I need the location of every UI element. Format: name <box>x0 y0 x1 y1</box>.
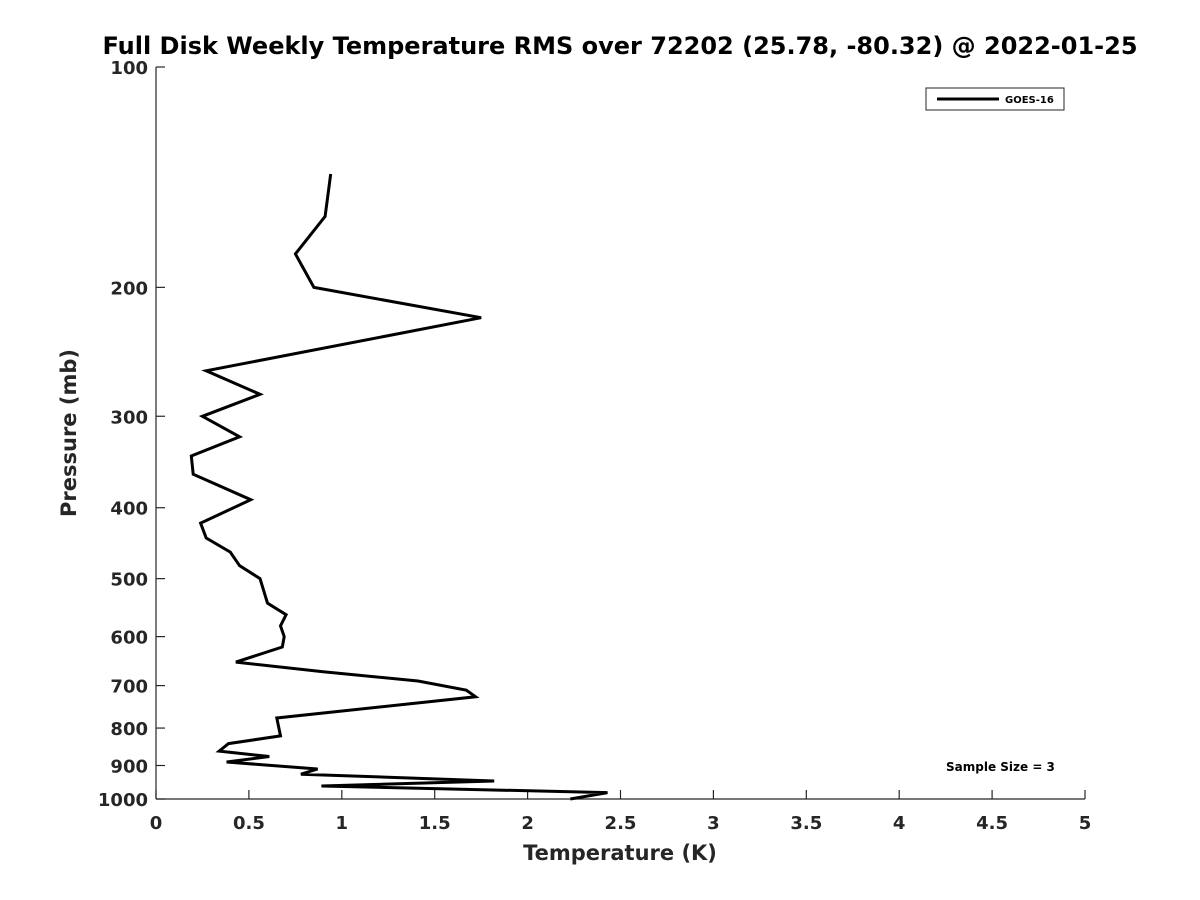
x-tick-label: 4 <box>893 813 906 834</box>
y-tick-label: 400 <box>110 499 148 520</box>
x-tick-label: 3 <box>707 813 720 834</box>
series-line-goes-16 <box>189 173 608 801</box>
sample-size-annotation: Sample Size = 3 <box>946 760 1055 774</box>
plot-area <box>155 67 1085 800</box>
x-axis-ticks: 0 0.5 1 1.5 2 2.5 3 3.5 4 4.5 5 <box>150 790 1092 834</box>
y-tick-label: 900 <box>110 757 148 778</box>
legend: GOES-16 <box>925 87 1065 111</box>
y-tick-label: 600 <box>110 628 148 649</box>
y-tick-label: 300 <box>110 407 148 428</box>
x-tick-label: 0.5 <box>233 813 265 834</box>
x-tick-label: 5 <box>1079 813 1092 834</box>
y-tick-label: 800 <box>110 719 148 740</box>
x-tick-label: 4.5 <box>976 813 1008 834</box>
y-tick-label: 200 <box>110 278 148 299</box>
y-tick-label: 500 <box>110 570 148 591</box>
y-axis-ticks: 100 200 300 400 500 600 700 800 900 1000 <box>98 58 165 811</box>
x-tick-label: 1.5 <box>419 813 451 834</box>
legend-entry: GOES-16 <box>1005 95 1054 106</box>
x-tick-label: 2.5 <box>605 813 637 834</box>
y-tick-label: 1000 <box>98 790 148 811</box>
y-axis-label: Pressure (mb) <box>57 349 81 517</box>
chart-title: Full Disk Weekly Temperature RMS over 72… <box>102 32 1137 60</box>
y-tick-label: 700 <box>110 677 148 698</box>
y-tick-label: 100 <box>110 58 148 79</box>
x-tick-label: 0 <box>150 813 163 834</box>
x-tick-label: 2 <box>521 813 534 834</box>
series-layer <box>189 173 608 801</box>
x-tick-label: 1 <box>336 813 349 834</box>
x-tick-label: 3.5 <box>790 813 822 834</box>
x-axis-label: Temperature (K) <box>523 841 717 865</box>
